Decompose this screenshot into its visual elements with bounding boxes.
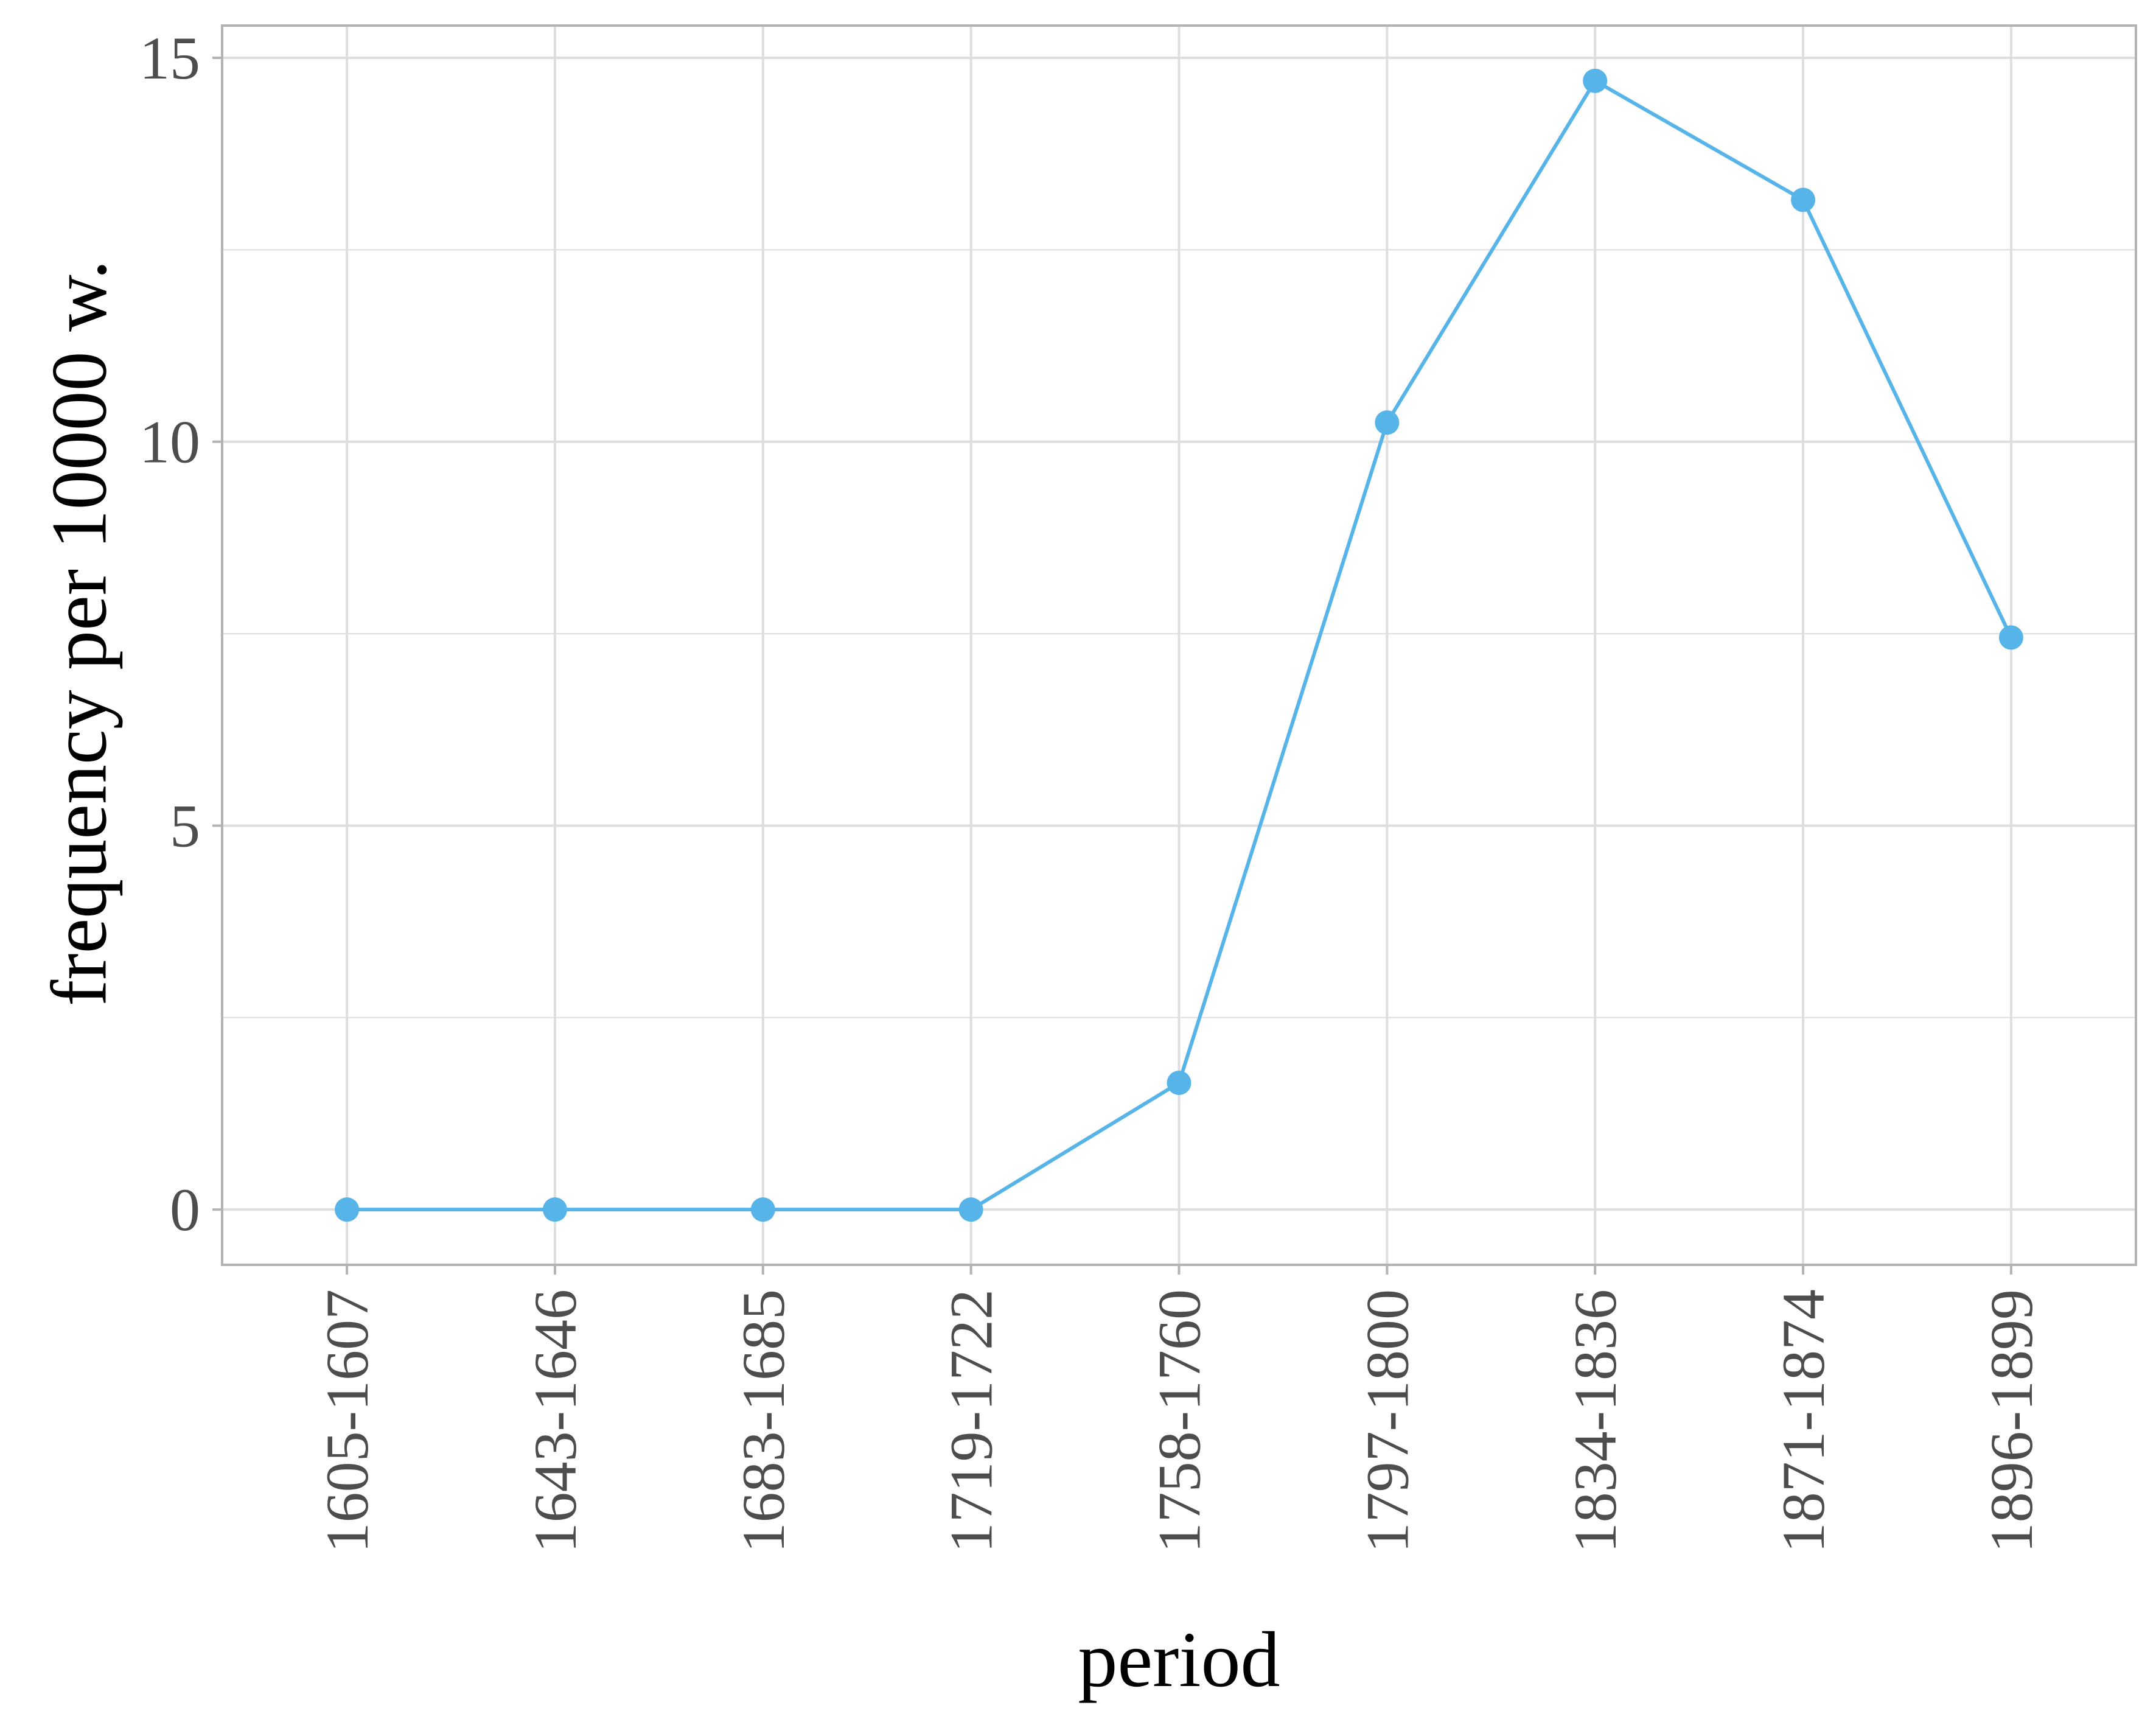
data-point: [542, 1197, 567, 1222]
data-point: [1583, 68, 1608, 93]
series-layer: [335, 68, 2023, 1222]
x-axis-title: period: [1078, 1616, 1280, 1704]
data-point: [958, 1197, 983, 1222]
data-point: [1998, 625, 2023, 650]
major-gridlines: [222, 26, 2136, 1265]
x-tick-label: 1871-1874: [1770, 1289, 1837, 1553]
x-tick-label: 1605-1607: [313, 1289, 381, 1553]
data-point: [335, 1197, 360, 1222]
y-tick-label: 5: [170, 792, 200, 859]
data-point: [1167, 1071, 1191, 1096]
x-tick-label: 1797-1800: [1353, 1289, 1421, 1553]
data-point: [750, 1197, 775, 1222]
y-tick-labels: 0 5 10 15: [139, 24, 200, 1244]
x-tick-labels: 1605-1607 1643-1646 1683-1685 1719-1722 1758…: [313, 1289, 2045, 1553]
y-axis-title: frequency per 10000 w.: [36, 260, 124, 1006]
x-tick-label: 1683-1685: [730, 1289, 797, 1553]
y-tick-label: 15: [139, 24, 200, 92]
x-tick-label: 1834-1836: [1561, 1289, 1629, 1553]
data-point: [1791, 187, 1816, 212]
y-tick-label: 0: [170, 1176, 200, 1244]
x-tick-label: 1896-1899: [1978, 1289, 2045, 1553]
data-point: [1375, 410, 1400, 435]
x-tick-label: 1758-1760: [1146, 1289, 1213, 1553]
y-tick-label: 10: [139, 408, 200, 476]
axis-ticks: [212, 56, 2012, 1275]
x-tick-label: 1643-1646: [522, 1289, 589, 1553]
x-tick-label: 1719-1722: [938, 1289, 1005, 1553]
